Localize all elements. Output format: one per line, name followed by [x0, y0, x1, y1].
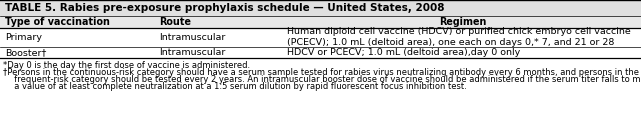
Text: HDCV or PCECV; 1.0 mL (deltoid area),day 0 only: HDCV or PCECV; 1.0 mL (deltoid area),day…	[287, 48, 520, 57]
Bar	[0, 58, 641, 121]
Text: *Day 0 is the day the first dose of vaccine is administered.: *Day 0 is the day the first dose of vacc…	[3, 60, 250, 69]
Text: Route: Route	[159, 17, 191, 27]
Text: Human diploid cell vaccine (HDCV) or purified chick embryo cell vaccine
(PCECV);: Human diploid cell vaccine (HDCV) or pur…	[287, 27, 631, 47]
Text: TABLE 5. Rabies pre-exposure prophylaxis schedule — United States, 2008: TABLE 5. Rabies pre-exposure prophylaxis…	[5, 3, 444, 13]
Bar	[0, 0, 641, 15]
Text: Primary: Primary	[5, 33, 42, 42]
Bar	[0, 28, 641, 46]
Text: Booster†: Booster†	[5, 48, 46, 57]
Text: a value of at least complete neutralization at a 1:5 serum dilution by rapid flu: a value of at least complete neutralizat…	[10, 82, 467, 91]
Text: Intramuscular: Intramuscular	[159, 33, 225, 42]
Bar	[0, 15, 641, 28]
Text: Intramuscular: Intramuscular	[159, 48, 225, 57]
Bar	[0, 46, 641, 58]
Text: †Persons in the continuous-risk category should have a serum sample tested for r: †Persons in the continuous-risk category…	[3, 68, 639, 77]
Text: Regimen: Regimen	[439, 17, 486, 27]
Text: Type of vaccination: Type of vaccination	[5, 17, 110, 27]
Text: frequent-risk category should be tested every 2 years. An intramuscular booster : frequent-risk category should be tested …	[10, 75, 641, 84]
